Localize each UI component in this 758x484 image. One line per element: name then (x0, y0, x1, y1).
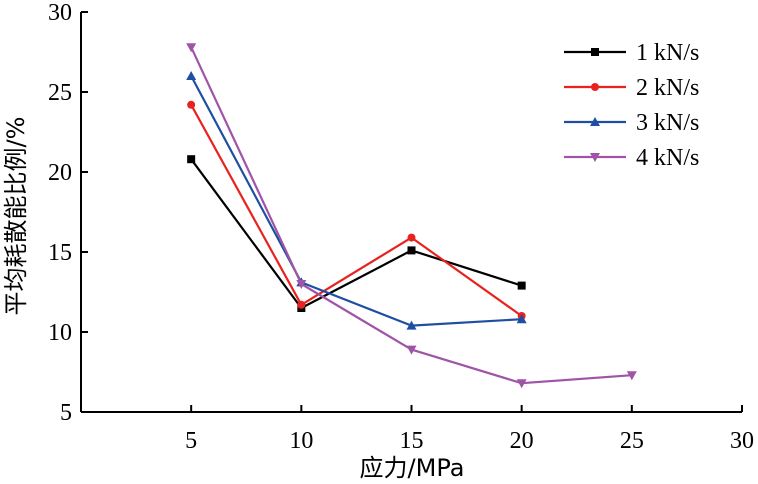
x-tick-label: 15 (400, 428, 424, 454)
marker-circle (407, 233, 416, 242)
legend-entry-1: 1 kN/s (564, 40, 699, 66)
marker-triangle-down (590, 153, 600, 162)
legend: 1 kN/s 2 kN/s 3 kN/s 4 kN/s (564, 40, 699, 171)
marker-square (591, 48, 599, 56)
y-axis-title: 平均耗散能比例/% (2, 117, 30, 316)
legend-entry-4: 4 kN/s (564, 145, 699, 171)
legend-label: 1 kN/s (636, 40, 699, 66)
legend-label: 2 kN/s (636, 75, 699, 101)
series-3 (186, 71, 527, 330)
series-line (190, 158, 523, 310)
marker-square (517, 281, 526, 290)
marker-triangle-up (516, 314, 527, 324)
x-tick-label: 5 (185, 428, 197, 454)
marker-triangle-down (516, 379, 527, 389)
marker-triangle-down (626, 371, 637, 381)
marker-circle (591, 83, 599, 91)
marker-triangle-down (406, 345, 417, 355)
y-tick-label: 5 (60, 400, 72, 426)
x-tick-label: 30 (730, 428, 754, 454)
legend-entry-3: 3 kN/s (564, 110, 699, 136)
series-line (190, 104, 523, 317)
ticks: 5 10 15 20 25 30 5 10 15 20 25 30 (48, 0, 754, 454)
marker-square (187, 155, 196, 164)
series-layer (186, 43, 637, 389)
marker-circle (187, 100, 196, 109)
marker-triangle-down (296, 280, 307, 289)
y-tick-label: 20 (48, 160, 72, 186)
x-tick-label: 25 (620, 428, 644, 454)
marker-triangle-up (186, 71, 197, 80)
series-line (190, 75, 522, 327)
legend-label: 4 kN/s (636, 145, 699, 171)
legend-entry-2: 2 kN/s (564, 75, 699, 101)
marker-triangle-down (186, 43, 197, 53)
x-tick-label: 20 (510, 428, 534, 454)
series-4 (186, 43, 637, 389)
marker-triangle-up (406, 320, 417, 330)
legend-label: 3 kN/s (636, 110, 699, 136)
y-tick-label: 30 (48, 0, 72, 26)
x-axis-title: 应力/MPa (360, 454, 465, 482)
series-2 (187, 100, 526, 320)
y-tick-label: 25 (48, 80, 72, 106)
marker-circle (297, 300, 306, 309)
marker-triangle-up (590, 117, 600, 126)
series-1 (187, 155, 526, 312)
x-tick-label: 10 (289, 428, 313, 454)
marker-square (407, 246, 416, 255)
y-tick-label: 10 (48, 320, 72, 346)
series-line (190, 46, 632, 385)
y-tick-label: 15 (48, 240, 72, 266)
